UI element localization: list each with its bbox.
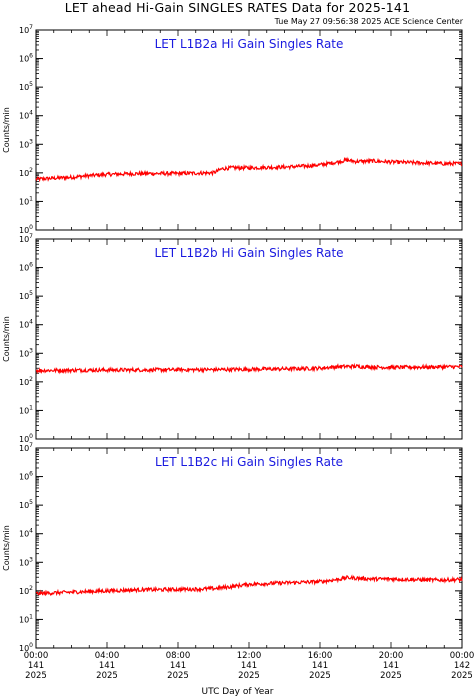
x-tick-label-doy: 141 bbox=[241, 661, 257, 671]
x-tick-label-year: 2025 bbox=[25, 671, 47, 681]
x-tick-label-time: 08:00 bbox=[166, 651, 191, 661]
x-tick-label-doy: 141 bbox=[99, 661, 115, 671]
x-tick-label-year: 2025 bbox=[238, 671, 260, 681]
x-axis-label: UTC Day of Year bbox=[201, 687, 274, 697]
y-tick-label: 102 bbox=[19, 376, 33, 387]
y-axis-label: Counts/min bbox=[2, 107, 11, 153]
x-tick-label-year: 2025 bbox=[167, 671, 189, 681]
y-tick-label: 102 bbox=[19, 167, 33, 178]
x-tick-label-year: 2025 bbox=[96, 671, 118, 681]
y-tick-label: 105 bbox=[19, 290, 33, 301]
panel-title: LET L1B2a Hi Gain Singles Rate bbox=[155, 37, 344, 51]
y-tick-label: 100 bbox=[19, 433, 33, 444]
y-tick-label: 103 bbox=[19, 556, 33, 567]
x-tick-label-doy: 142 bbox=[454, 661, 470, 671]
y-tick-label: 107 bbox=[19, 24, 33, 35]
x-tick-label-year: 2025 bbox=[451, 671, 473, 681]
x-tick-label-time: 04:00 bbox=[95, 651, 120, 661]
data-line bbox=[35, 362, 463, 375]
y-tick-label: 101 bbox=[19, 613, 33, 624]
y-tick-label: 101 bbox=[19, 195, 33, 206]
x-tick-label-time: 12:00 bbox=[237, 651, 262, 661]
y-tick-label: 101 bbox=[19, 404, 33, 415]
panel-frame bbox=[35, 447, 463, 649]
panel-frame bbox=[35, 238, 463, 440]
x-tick-label-time: 16:00 bbox=[308, 651, 333, 661]
y-tick-label: 107 bbox=[19, 442, 33, 453]
x-tick-label-doy: 141 bbox=[28, 661, 44, 671]
y-tick-label: 104 bbox=[19, 110, 33, 121]
x-tick-label-doy: 141 bbox=[383, 661, 399, 671]
panel-title: LET L1B2b Hi Gain Singles Rate bbox=[154, 246, 343, 260]
y-tick-label: 102 bbox=[19, 585, 33, 596]
y-tick-label: 103 bbox=[19, 138, 33, 149]
x-tick-label-doy: 141 bbox=[170, 661, 186, 671]
page-title: LET ahead Hi-Gain SINGLES RATES Data for… bbox=[64, 0, 411, 15]
y-axis-label: Counts/min bbox=[2, 525, 11, 571]
y-tick-label: 103 bbox=[19, 347, 33, 358]
data-line bbox=[35, 574, 463, 597]
timestamp: Tue May 27 09:56:38 2025 ACE Science Cen… bbox=[274, 17, 463, 26]
y-tick-label: 107 bbox=[19, 233, 33, 244]
x-tick-label-doy: 141 bbox=[312, 661, 328, 671]
y-tick-label: 106 bbox=[19, 53, 33, 64]
x-tick-label-time: 20:00 bbox=[379, 651, 404, 661]
panel-title: LET L1B2c Hi Gain Singles Rate bbox=[155, 455, 343, 469]
y-tick-label: 104 bbox=[19, 319, 33, 330]
y-axis-label: Counts/min bbox=[2, 316, 11, 362]
panel-frame bbox=[35, 29, 463, 231]
y-tick-label: 105 bbox=[19, 499, 33, 510]
y-tick-label: 104 bbox=[19, 528, 33, 539]
x-tick-label-year: 2025 bbox=[309, 671, 331, 681]
y-tick-label: 100 bbox=[19, 224, 33, 235]
x-tick-label-time: 00:00 bbox=[450, 651, 475, 661]
y-tick-label: 106 bbox=[19, 471, 33, 482]
x-tick-label-time: 00:00 bbox=[24, 651, 49, 661]
data-line bbox=[35, 156, 463, 183]
y-tick-label: 105 bbox=[19, 81, 33, 92]
y-tick-label: 100 bbox=[19, 642, 33, 653]
x-tick-label-year: 2025 bbox=[380, 671, 402, 681]
y-tick-label: 106 bbox=[19, 262, 33, 273]
